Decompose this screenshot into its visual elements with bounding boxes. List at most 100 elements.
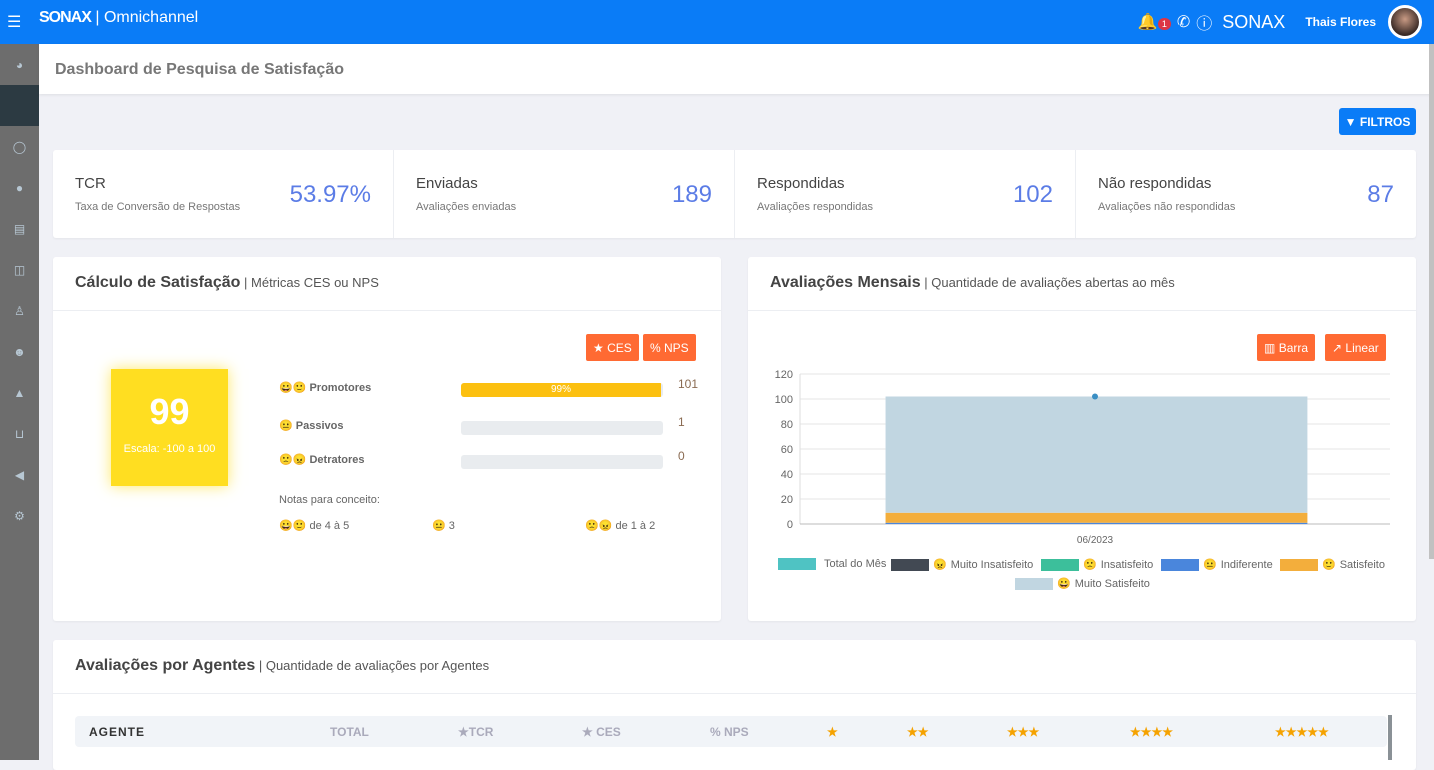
- emoji-icon: 😀: [1057, 578, 1071, 590]
- emoji-icon: 😀🙂: [279, 382, 307, 394]
- legend-item[interactable]: 🙂 Satisfeito: [1280, 558, 1385, 571]
- emoji-icon: 😐: [279, 420, 293, 432]
- metric-row-label: 😀🙂 Promotores: [279, 381, 371, 394]
- kpi-unanswered: Não respondidas Avaliações não respondida…: [1076, 150, 1416, 238]
- kpi-answered: Respondidas Avaliações respondidas 102: [735, 150, 1076, 238]
- bar-segment-satisfeito: [885, 512, 1308, 523]
- column-header[interactable]: % NPS: [710, 725, 749, 739]
- filters-button[interactable]: ▼ FILTROS: [1339, 108, 1416, 135]
- score-scale: Escala: -100 a 100: [123, 443, 216, 455]
- column-header[interactable]: ★★: [907, 725, 929, 739]
- monthly-chart: 0 20 40 60 80 100 120 06/2023: [775, 369, 1390, 546]
- x-tick-label: 06/2023: [1077, 535, 1114, 546]
- agents-table-header: AGENTE TOTAL ★TCR ★ CES% NPS ★ ★★ ★★★ ★★★★ ★★★★★: [75, 716, 1387, 747]
- note-promoters: 😀🙂 de 4 à 5: [279, 519, 349, 532]
- column-header[interactable]: ★TCR: [458, 725, 494, 739]
- metric-label: Detratores: [309, 454, 365, 466]
- top-bar: ☰ SONAX | Omnichannel 🔔 1 ✆ ⓘ SONAX Thais…: [0, 0, 1434, 44]
- whatsapp-icon[interactable]: ✆: [1176, 14, 1191, 31]
- legend-item[interactable]: Total do Mês: [778, 558, 886, 570]
- legend-item[interactable]: 😀 Muito Satisfeito: [1015, 577, 1150, 590]
- card-header: Avaliações por Agentes | Quantidade de a…: [53, 640, 1416, 694]
- users-icon[interactable]: ☻: [13, 344, 26, 359]
- ces-button[interactable]: ★ CES: [586, 334, 639, 361]
- line-chart-icon: ↗: [1332, 340, 1343, 355]
- page-scrollbar[interactable]: [1429, 44, 1434, 559]
- y-tick-label: 40: [781, 469, 793, 481]
- bar-chart-button[interactable]: ▥ Barra: [1257, 334, 1316, 361]
- y-tick-label: 20: [781, 494, 793, 506]
- kpi-value: 189: [671, 181, 712, 208]
- column-header[interactable]: ★★★: [1007, 725, 1040, 739]
- legend-label: Total do Mês: [824, 558, 887, 570]
- note-detractors: 🙁😠 de 1 à 2: [585, 519, 655, 532]
- bell-icon[interactable]: 🔔: [1137, 14, 1158, 31]
- comment-icon[interactable]: ◯: [12, 139, 27, 154]
- total-point: [1092, 393, 1098, 400]
- notification-badge: 1: [1157, 18, 1171, 30]
- android-icon[interactable]: ▲: [13, 385, 26, 400]
- emoji-icon: 😐: [432, 520, 446, 532]
- sidebar: ◕ ◯ ● ▤ ◫ ♙ ☻ ▲ ⊔ ◀ ⚙: [0, 44, 39, 760]
- page-title: Dashboard de Pesquisa de Satisfação: [55, 61, 344, 78]
- column-header[interactable]: ★★★★★: [1275, 725, 1329, 739]
- line-chart-button[interactable]: ↗ Linear: [1325, 334, 1386, 361]
- filter-icon: ▼: [1344, 114, 1357, 129]
- progress-bar: [461, 455, 663, 469]
- card-subtitle: | Quantidade de avaliações abertas ao mê…: [924, 275, 1175, 290]
- comments-icon[interactable]: ●: [15, 180, 24, 195]
- kpi-title: Não respondidas: [1098, 175, 1212, 192]
- column-header[interactable]: AGENTE: [89, 725, 146, 739]
- brand-logo[interactable]: SONAX | Omnichannel: [39, 9, 199, 26]
- kpi-sent: Enviadas Avaliações enviadas 189: [394, 150, 735, 238]
- emoji-icon: 🙁: [1083, 559, 1097, 571]
- legend-label: Muito Insatisfeito: [950, 558, 1034, 571]
- legend-item[interactable]: 😐 Indiferente: [1161, 558, 1273, 571]
- user-icon[interactable]: ♙: [14, 303, 25, 318]
- kpi-title: Respondidas: [757, 175, 845, 192]
- newspaper-icon[interactable]: ▤: [13, 221, 26, 236]
- bar-segment-muito-satisfeito: [885, 396, 1308, 513]
- bar-chart-icon: ▥: [1264, 340, 1276, 355]
- column-header[interactable]: ★★★★: [1130, 725, 1174, 739]
- legend-swatch: [1015, 577, 1053, 590]
- cogs-icon[interactable]: ⚙: [14, 508, 25, 523]
- legend-item[interactable]: 🙁 Insatisfeito: [1041, 558, 1153, 571]
- y-tick-label: 100: [775, 394, 793, 406]
- card-title: Avaliações por Agentes: [75, 657, 256, 674]
- user-name[interactable]: Thais Flores: [1305, 15, 1376, 29]
- kpi-value: 87: [1367, 181, 1394, 208]
- table-scrollbar[interactable]: [1388, 715, 1392, 760]
- pie-chart-icon[interactable]: ◕: [15, 57, 24, 72]
- metric-label: Promotores: [309, 382, 372, 394]
- column-header[interactable]: ★: [827, 725, 838, 739]
- emoji-icon: 😐: [1203, 559, 1217, 571]
- kpi-subtitle: Avaliações enviadas: [416, 201, 517, 213]
- avatar[interactable]: [1388, 5, 1422, 39]
- organization-name: SONAX: [1222, 11, 1286, 32]
- sidebar-active-item[interactable]: [0, 85, 39, 126]
- note-text: de 4 à 5: [309, 520, 350, 532]
- page-header: Dashboard de Pesquisa de Satisfação: [39, 44, 1434, 94]
- nps-button[interactable]: % NPS: [643, 334, 696, 361]
- kpi-tcr: TCR Taxa de Conversão de Respostas 53.97%: [53, 150, 394, 238]
- columns-icon[interactable]: ◫: [13, 262, 26, 277]
- bullhorn-icon[interactable]: ◀: [14, 467, 25, 482]
- kpi-subtitle: Avaliações não respondidas: [1098, 201, 1236, 213]
- legend-swatch: [1161, 558, 1199, 571]
- y-tick-label: 80: [781, 419, 793, 431]
- legend-label: Insatisfeito: [1100, 558, 1154, 571]
- satisfaction-score-box: 99 Escala: -100 a 100: [111, 369, 228, 486]
- bar-label: Barra: [1278, 340, 1309, 355]
- metric-label: Passivos: [295, 420, 344, 432]
- notes-title: Notas para conceito:: [279, 494, 380, 506]
- help-icon[interactable]: ⓘ: [1196, 16, 1213, 33]
- legend-swatch: [891, 558, 929, 571]
- column-header[interactable]: ★ CES: [582, 725, 621, 739]
- metric-row-label: 🙁😠 Detratores: [279, 453, 365, 466]
- hamburger-menu-icon[interactable]: ☰: [7, 14, 22, 31]
- legend-item[interactable]: 😠 Muito Insatisfeito: [891, 558, 1033, 571]
- product-name: Omnichannel: [103, 9, 199, 26]
- cart-icon[interactable]: ⊔: [14, 426, 25, 441]
- column-header[interactable]: TOTAL: [330, 725, 369, 739]
